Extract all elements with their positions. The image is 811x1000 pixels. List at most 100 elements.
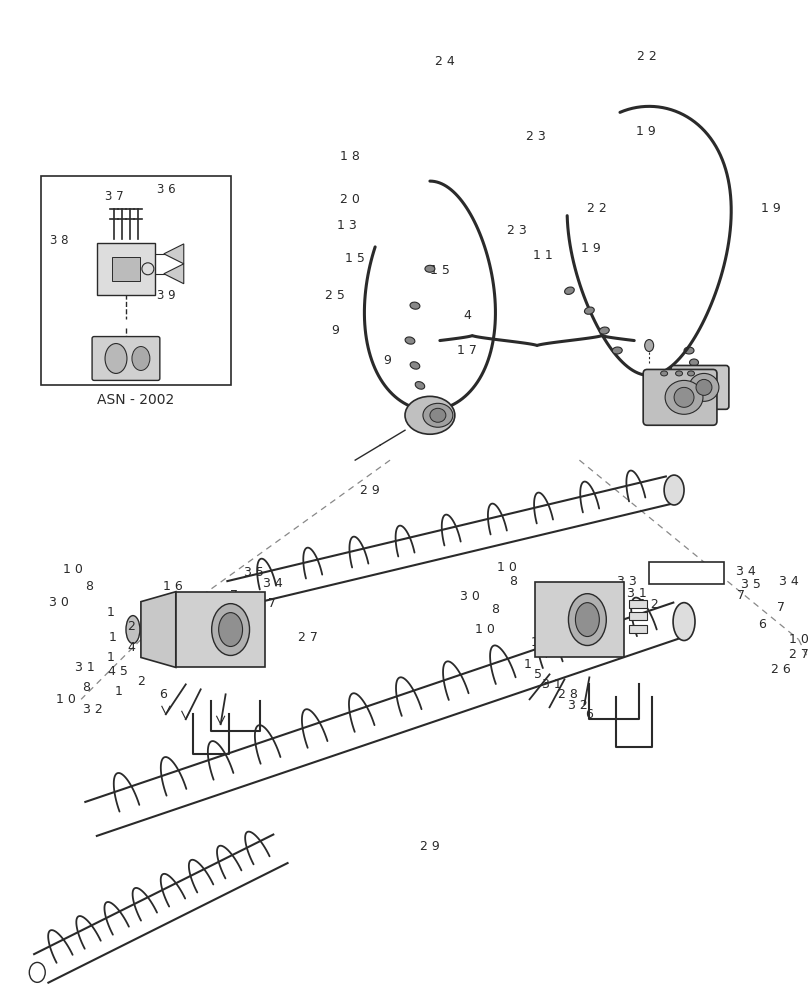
Text: 2: 2 xyxy=(550,623,558,636)
Text: 6: 6 xyxy=(159,688,166,701)
Bar xyxy=(629,612,646,620)
Ellipse shape xyxy=(429,408,445,422)
Text: 3 2: 3 2 xyxy=(567,699,586,712)
Ellipse shape xyxy=(410,362,419,369)
Text: 1 1: 1 1 xyxy=(532,249,551,262)
Ellipse shape xyxy=(126,616,139,644)
Bar xyxy=(112,257,139,281)
Text: 2 3: 2 3 xyxy=(525,130,545,143)
Ellipse shape xyxy=(695,379,711,395)
Text: 2 9: 2 9 xyxy=(360,484,380,497)
Text: 1 7: 1 7 xyxy=(457,344,476,357)
Text: 2 2: 2 2 xyxy=(586,202,607,215)
Text: 1 6: 1 6 xyxy=(163,580,182,593)
Ellipse shape xyxy=(611,347,621,354)
Ellipse shape xyxy=(131,347,150,370)
FancyBboxPatch shape xyxy=(97,243,155,295)
Text: 3 3: 3 3 xyxy=(616,575,637,588)
Text: 3 5: 3 5 xyxy=(740,578,760,591)
Bar xyxy=(41,176,230,385)
Ellipse shape xyxy=(414,382,424,389)
Text: 3 4: 3 4 xyxy=(735,565,755,578)
Text: 8: 8 xyxy=(82,681,90,694)
Polygon shape xyxy=(141,592,175,667)
Bar xyxy=(648,562,723,584)
Text: 2 8: 2 8 xyxy=(557,688,577,701)
Text: 1 0: 1 0 xyxy=(474,623,494,636)
Text: 1: 1 xyxy=(109,631,117,644)
Text: 2 4: 2 4 xyxy=(435,55,454,68)
Text: 6 . 0 1: 6 . 0 1 xyxy=(667,566,706,579)
Text: 7: 7 xyxy=(776,601,783,614)
Text: 1: 1 xyxy=(530,636,538,649)
Ellipse shape xyxy=(689,373,718,401)
Text: 5: 5 xyxy=(533,668,541,681)
Text: 3 1: 3 1 xyxy=(75,661,95,674)
Text: 2 7: 2 7 xyxy=(787,648,808,661)
Text: 1: 1 xyxy=(107,606,115,619)
Text: ASN - 2002: ASN - 2002 xyxy=(97,393,174,407)
Text: 8: 8 xyxy=(85,580,93,593)
Text: 7: 7 xyxy=(230,589,238,602)
Text: 2 9: 2 9 xyxy=(419,840,440,853)
Ellipse shape xyxy=(423,403,453,427)
Text: 8: 8 xyxy=(508,575,516,588)
FancyBboxPatch shape xyxy=(92,337,160,380)
Text: 1 8: 1 8 xyxy=(340,150,360,163)
Bar xyxy=(534,582,624,657)
Text: 6: 6 xyxy=(585,708,593,721)
Text: 1 9: 1 9 xyxy=(581,242,600,255)
Text: 2 5: 2 5 xyxy=(325,289,345,302)
Text: 3 4: 3 4 xyxy=(778,575,797,588)
Polygon shape xyxy=(164,244,183,264)
Text: 8: 8 xyxy=(490,603,498,616)
Text: 1: 1 xyxy=(107,651,115,664)
Text: 9: 9 xyxy=(383,354,391,367)
Text: 3 0: 3 0 xyxy=(459,590,479,603)
Text: 2 2: 2 2 xyxy=(637,50,656,63)
Ellipse shape xyxy=(405,337,414,344)
Text: 4: 4 xyxy=(540,648,547,661)
FancyBboxPatch shape xyxy=(642,369,716,425)
Text: 3 0: 3 0 xyxy=(49,596,69,609)
Text: 3 9: 3 9 xyxy=(157,289,175,302)
Ellipse shape xyxy=(424,265,435,272)
FancyBboxPatch shape xyxy=(670,365,728,409)
Polygon shape xyxy=(164,264,183,284)
Text: 4: 4 xyxy=(463,309,471,322)
Text: 2 6: 2 6 xyxy=(770,663,790,676)
Ellipse shape xyxy=(410,302,419,309)
Ellipse shape xyxy=(689,359,697,366)
Text: 2 6: 2 6 xyxy=(191,648,210,661)
Text: 3: 3 xyxy=(212,605,219,618)
Ellipse shape xyxy=(687,371,693,376)
Text: 3 2: 3 2 xyxy=(83,703,103,716)
Ellipse shape xyxy=(218,613,242,646)
Text: 6: 6 xyxy=(757,618,765,631)
Ellipse shape xyxy=(664,380,702,414)
Text: 1 5: 1 5 xyxy=(429,264,449,277)
Ellipse shape xyxy=(212,604,249,655)
Text: 2: 2 xyxy=(137,675,144,688)
Text: 1: 1 xyxy=(115,685,122,698)
Text: 7: 7 xyxy=(736,589,744,602)
Text: 2 3: 2 3 xyxy=(506,224,526,237)
Text: 1 0: 1 0 xyxy=(56,693,76,706)
Text: 1 5: 1 5 xyxy=(345,252,365,265)
Text: 1 9: 1 9 xyxy=(636,125,655,138)
Ellipse shape xyxy=(660,371,667,376)
Bar xyxy=(629,625,646,633)
Ellipse shape xyxy=(599,327,608,334)
Text: 1 2: 1 2 xyxy=(638,598,659,611)
Text: 3 5: 3 5 xyxy=(243,566,263,579)
Ellipse shape xyxy=(683,347,693,354)
Ellipse shape xyxy=(584,307,594,314)
Text: 1 9: 1 9 xyxy=(760,202,779,215)
Ellipse shape xyxy=(568,594,606,646)
Ellipse shape xyxy=(675,371,682,376)
Text: 4: 4 xyxy=(127,641,135,654)
Text: 3 8: 3 8 xyxy=(50,234,68,247)
Text: 9: 9 xyxy=(331,324,339,337)
Bar xyxy=(629,600,646,608)
Text: 1: 1 xyxy=(523,658,531,671)
